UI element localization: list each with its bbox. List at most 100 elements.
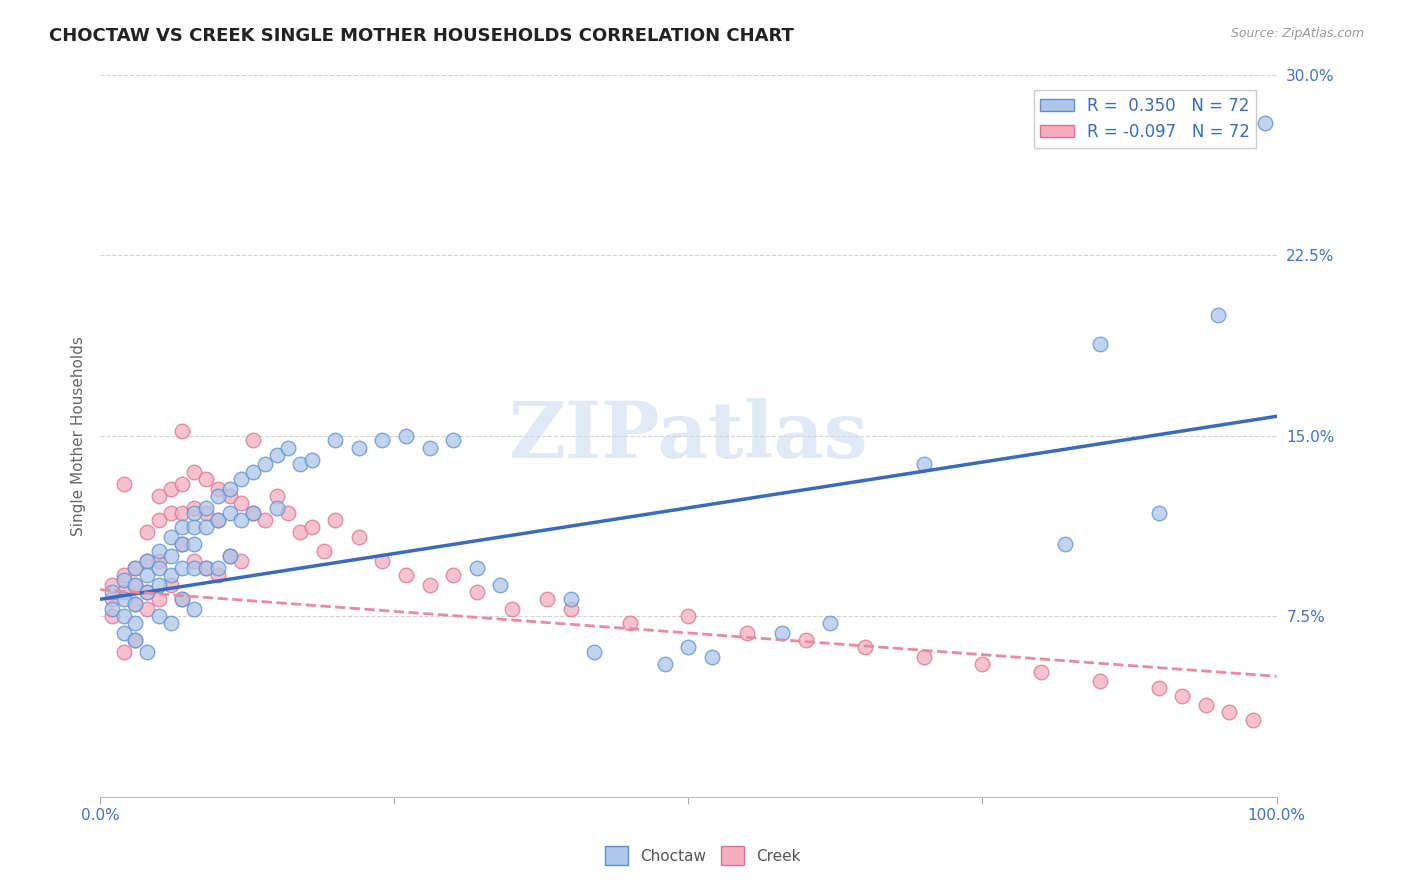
Point	[218, 489, 240, 503]
Point	[112, 568, 135, 582]
Point	[441, 568, 464, 582]
Point	[1171, 689, 1194, 703]
Point	[112, 645, 135, 659]
Point	[172, 424, 194, 438]
Point	[136, 645, 159, 659]
Point	[101, 578, 124, 592]
Point	[288, 458, 311, 472]
Point	[1195, 698, 1218, 713]
Point	[207, 489, 229, 503]
Point	[172, 537, 194, 551]
Point	[183, 465, 205, 479]
Point	[136, 524, 159, 539]
Point	[231, 554, 253, 568]
Point	[277, 506, 299, 520]
Point	[183, 602, 205, 616]
Point	[112, 476, 135, 491]
Point	[242, 506, 264, 520]
Point	[124, 633, 146, 648]
Point	[183, 506, 205, 520]
Point	[101, 592, 124, 607]
Point	[159, 549, 181, 563]
Point	[148, 592, 170, 607]
Point	[1241, 713, 1264, 727]
Point	[159, 482, 181, 496]
Point	[347, 530, 370, 544]
Point	[136, 554, 159, 568]
Point	[148, 513, 170, 527]
Point	[148, 609, 170, 624]
Point	[207, 482, 229, 496]
Point	[148, 578, 170, 592]
Point	[148, 561, 170, 575]
Point	[266, 448, 288, 462]
Point	[218, 549, 240, 563]
Point	[218, 482, 240, 496]
Point	[700, 650, 723, 665]
Point	[124, 578, 146, 592]
Point	[266, 489, 288, 503]
Point	[207, 513, 229, 527]
Point	[818, 616, 841, 631]
Point	[395, 428, 418, 442]
Point	[112, 592, 135, 607]
Point	[772, 626, 794, 640]
Point	[195, 506, 218, 520]
Point	[266, 500, 288, 515]
Point	[1147, 506, 1170, 520]
Point	[560, 592, 582, 607]
Point	[112, 585, 135, 599]
Point	[183, 500, 205, 515]
Point	[277, 441, 299, 455]
Point	[136, 554, 159, 568]
Text: ZIPatlas: ZIPatlas	[509, 398, 868, 474]
Point	[1147, 681, 1170, 696]
Point	[124, 633, 146, 648]
Point	[312, 544, 335, 558]
Point	[1053, 537, 1076, 551]
Point	[172, 561, 194, 575]
Point	[347, 441, 370, 455]
Point	[136, 585, 159, 599]
Point	[183, 537, 205, 551]
Legend: R =  0.350   N = 72, R = -0.097   N = 72: R = 0.350 N = 72, R = -0.097 N = 72	[1033, 90, 1257, 148]
Point	[972, 657, 994, 672]
Point	[441, 434, 464, 448]
Point	[124, 616, 146, 631]
Point	[1206, 308, 1229, 322]
Point	[242, 506, 264, 520]
Point	[418, 441, 440, 455]
Point	[112, 609, 135, 624]
Point	[183, 561, 205, 575]
Point	[183, 520, 205, 534]
Point	[325, 434, 347, 448]
Point	[583, 645, 606, 659]
Point	[159, 616, 181, 631]
Point	[159, 578, 181, 592]
Point	[489, 578, 512, 592]
Point	[207, 513, 229, 527]
Point	[560, 602, 582, 616]
Point	[172, 592, 194, 607]
Point	[124, 561, 146, 575]
Point	[136, 602, 159, 616]
Point	[536, 592, 558, 607]
Point	[136, 585, 159, 599]
Point	[218, 506, 240, 520]
Point	[301, 452, 323, 467]
Point	[619, 616, 641, 631]
Point	[101, 585, 124, 599]
Point	[1031, 665, 1053, 679]
Text: CHOCTAW VS CREEK SINGLE MOTHER HOUSEHOLDS CORRELATION CHART: CHOCTAW VS CREEK SINGLE MOTHER HOUSEHOLD…	[49, 27, 794, 45]
Point	[231, 513, 253, 527]
Point	[288, 524, 311, 539]
Point	[183, 554, 205, 568]
Point	[371, 554, 394, 568]
Point	[207, 568, 229, 582]
Point	[172, 476, 194, 491]
Point	[124, 597, 146, 611]
Point	[148, 554, 170, 568]
Point	[231, 472, 253, 486]
Point	[172, 506, 194, 520]
Point	[195, 500, 218, 515]
